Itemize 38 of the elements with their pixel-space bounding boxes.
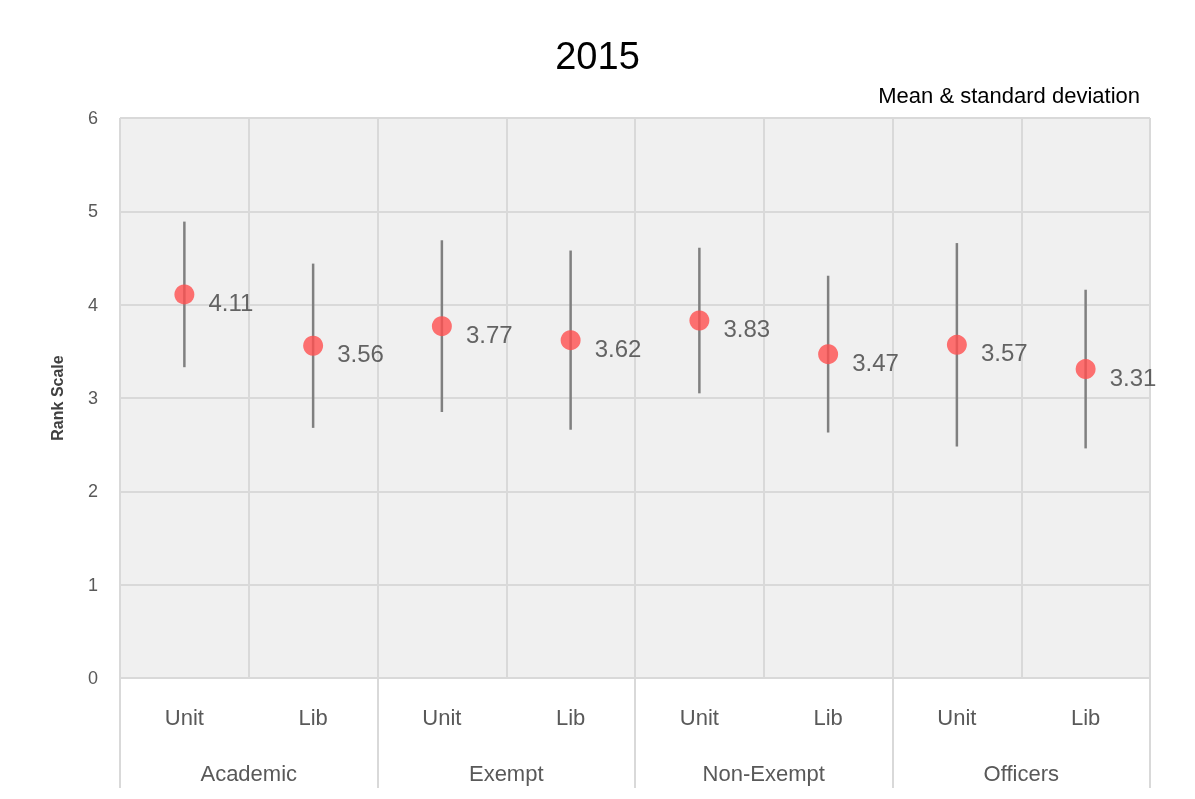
data-label: 3.62 (594, 334, 642, 362)
x-tick-label: Lib (298, 704, 328, 730)
point (946, 334, 967, 355)
x-tick-label: Unit (937, 704, 977, 730)
text: Officers (983, 760, 1059, 786)
point (818, 344, 839, 365)
point (560, 330, 581, 351)
x-tick-label: Unit (164, 704, 204, 730)
y-tick-label: 2 (87, 481, 98, 502)
x-tick-label: Lib (555, 704, 586, 730)
y-tick-label: 5 (87, 201, 98, 222)
data-label: 3.57 (980, 339, 1028, 367)
chart-title: 2015 (555, 35, 640, 77)
y-tick-label: 4 (87, 294, 98, 315)
x-tick-label: Unit (679, 704, 719, 730)
data-label: 3.47 (852, 348, 899, 376)
data-label: 3.77 (465, 320, 513, 348)
data-label: 3.31 (1109, 363, 1157, 391)
y-axis-title: Rank Scale (48, 355, 66, 441)
y-tick-label: 6 (87, 108, 98, 128)
y-tick-label: 0 (87, 668, 98, 688)
text: Exempt (468, 760, 544, 786)
text: Academic (200, 760, 298, 786)
point (431, 316, 452, 337)
y-tick-label: 3 (87, 388, 98, 408)
x-tick-label: Lib (813, 704, 843, 730)
x-tick-label: Lib (1070, 704, 1101, 730)
data-label: 4.11 (208, 288, 254, 316)
y-tick-label: 1 (87, 574, 98, 595)
point (303, 335, 324, 356)
text: Mean & standard deviation (878, 82, 1141, 108)
text: Non-Exempt (702, 760, 825, 786)
data-label: 3.56 (337, 340, 384, 368)
point (689, 310, 710, 331)
data-label: 3.83 (723, 315, 771, 343)
point (174, 284, 195, 305)
point (1075, 359, 1096, 380)
x-tick-label: Unit (422, 704, 462, 730)
